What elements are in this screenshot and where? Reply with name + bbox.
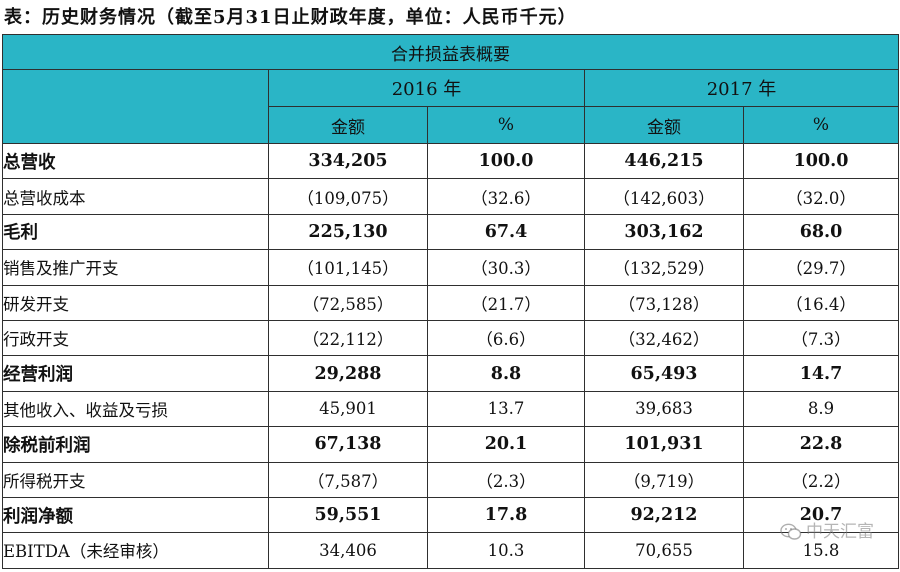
table-row: 利润净额 59,551 17.8 92,212 20.7: [2, 496, 899, 534]
amount-2017-cell: 92,212: [584, 496, 744, 534]
amount-2017-cell: 303,162: [584, 213, 744, 251]
watermark-text: 中天汇富: [806, 522, 874, 542]
year-header-2016: 2016 年: [268, 69, 585, 107]
percent-2016-cell: （21.7）: [427, 284, 585, 321]
percent-2016-cell: 20.1: [427, 426, 585, 463]
amount-2016-cell: 334,205: [268, 142, 428, 180]
percent-2017-cell: 15.8: [743, 532, 899, 569]
percent-2016-cell: 100.0: [427, 142, 585, 180]
percent-2017-cell: （2.2）: [743, 461, 899, 498]
amount-2016-cell: （72,585）: [268, 284, 428, 321]
table-row: 所得税开支 （7,587） （2.3） （9,719） （2.2）: [2, 461, 899, 498]
table-row: 总营收 334,205 100.0 446,215 100.0: [2, 142, 899, 180]
percent-2017-cell: 20.7: [743, 496, 899, 534]
row-label: 所得税开支: [2, 461, 269, 498]
table-row: 毛利 225,130 67.4 303,162 68.0: [2, 213, 899, 251]
amount-2017-cell: （142,603）: [584, 178, 744, 215]
table-body: 总营收 334,205 100.0 446,215 100.0 总营收成本 （109,075…: [2, 142, 899, 569]
table-row: 其他收入、收益及亏损 45,901 13.7 39,683 8.9: [2, 390, 899, 428]
table-row: 研发开支 （72,585） （21.7） （73,128） （16.4）: [2, 284, 899, 321]
percent-2016-cell: 10.3: [427, 532, 585, 569]
amount-2017-cell: （32,462）: [584, 319, 744, 357]
table-row: 总营收成本 （109,075） （32.6） （142,603） （32.0）: [2, 178, 899, 215]
watermark: 中天汇富: [780, 517, 874, 542]
amount-header: 金额: [584, 106, 744, 144]
amount-2016-cell: （101,145）: [268, 249, 428, 286]
table-row: 经营利润 29,288 8.8 65,493 14.7: [2, 355, 899, 392]
row-label: EBITDA（未经审核）: [2, 532, 269, 569]
table-title: 合并损益表概要: [2, 34, 899, 70]
row-label: 除税前利润: [2, 426, 269, 463]
row-label: 总营收成本: [2, 178, 269, 215]
percent-2016-cell: （30.3）: [427, 249, 585, 286]
percent-2017-cell: （32.0）: [743, 178, 899, 215]
amount-2017-cell: 446,215: [584, 142, 744, 180]
row-label: 行政开支: [2, 319, 269, 357]
row-label: 研发开支: [2, 284, 269, 321]
amount-2016-cell: 45,901: [268, 390, 428, 428]
year-header-2017: 2017 年: [584, 69, 899, 107]
percent-2016-cell: 17.8: [427, 496, 585, 534]
table-caption: 表：历史财务情况（截至5月31日止财政年度，单位：人民币千元）: [4, 7, 577, 28]
row-label: 利润净额: [2, 496, 269, 534]
percent-2017-cell: （29.7）: [743, 249, 899, 286]
percent-2017-cell: 100.0: [743, 142, 899, 180]
table-row: 销售及推广开支 （101,145） （30.3） （132,529） （29.7）: [2, 249, 899, 286]
row-label: 总营收: [2, 142, 269, 180]
row-label: 毛利: [2, 213, 269, 251]
amount-2017-cell: （132,529）: [584, 249, 744, 286]
percent-2016-cell: （6.6）: [427, 319, 585, 357]
amount-2016-cell: 59,551: [268, 496, 428, 534]
percent-2017-cell: 68.0: [743, 213, 899, 251]
amount-2017-cell: （73,128）: [584, 284, 744, 321]
amount-2017-cell: 39,683: [584, 390, 744, 428]
amount-2017-cell: 70,655: [584, 532, 744, 569]
amount-2016-cell: 34,406: [268, 532, 428, 569]
wechat-icon: [780, 523, 802, 540]
percent-2017-cell: （7.3）: [743, 319, 899, 357]
amount-2017-cell: （9,719）: [584, 461, 744, 498]
percent-2016-cell: 8.8: [427, 355, 585, 392]
percent-2016-cell: （2.3）: [427, 461, 585, 498]
table-row: 除税前利润 67,138 20.1 101,931 22.8: [2, 426, 899, 463]
percent-2017-cell: 8.9: [743, 390, 899, 428]
amount-2016-cell: （109,075）: [268, 178, 428, 215]
row-label: 其他收入、收益及亏损: [2, 390, 269, 428]
row-label: 经营利润: [2, 355, 269, 392]
percent-2017-cell: 14.7: [743, 355, 899, 392]
percent-2017-cell: 22.8: [743, 426, 899, 463]
label-header-blank: [2, 69, 269, 144]
table-row: EBITDA（未经审核） 34,406 10.3 70,655 15.8: [2, 532, 899, 569]
table-row: 行政开支 （22,112） （6.6） （32,462） （7.3）: [2, 319, 899, 357]
percent-header: %: [743, 106, 899, 144]
amount-2017-cell: 101,931: [584, 426, 744, 463]
amount-2016-cell: 225,130: [268, 213, 428, 251]
amount-header: 金额: [268, 106, 428, 144]
amount-2016-cell: 29,288: [268, 355, 428, 392]
row-label: 销售及推广开支: [2, 249, 269, 286]
income-statement-table: 合并损益表概要 2016 年 2017 年 金额 % 金额 % 总营收 334,2…: [2, 34, 899, 569]
percent-2016-cell: 67.4: [427, 213, 585, 251]
percent-2017-cell: （16.4）: [743, 284, 899, 321]
amount-2016-cell: （7,587）: [268, 461, 428, 498]
percent-2016-cell: 13.7: [427, 390, 585, 428]
amount-2016-cell: （22,112）: [268, 319, 428, 357]
amount-2017-cell: 65,493: [584, 355, 744, 392]
percent-2016-cell: （32.6）: [427, 178, 585, 215]
amount-2016-cell: 67,138: [268, 426, 428, 463]
percent-header: %: [427, 106, 585, 144]
